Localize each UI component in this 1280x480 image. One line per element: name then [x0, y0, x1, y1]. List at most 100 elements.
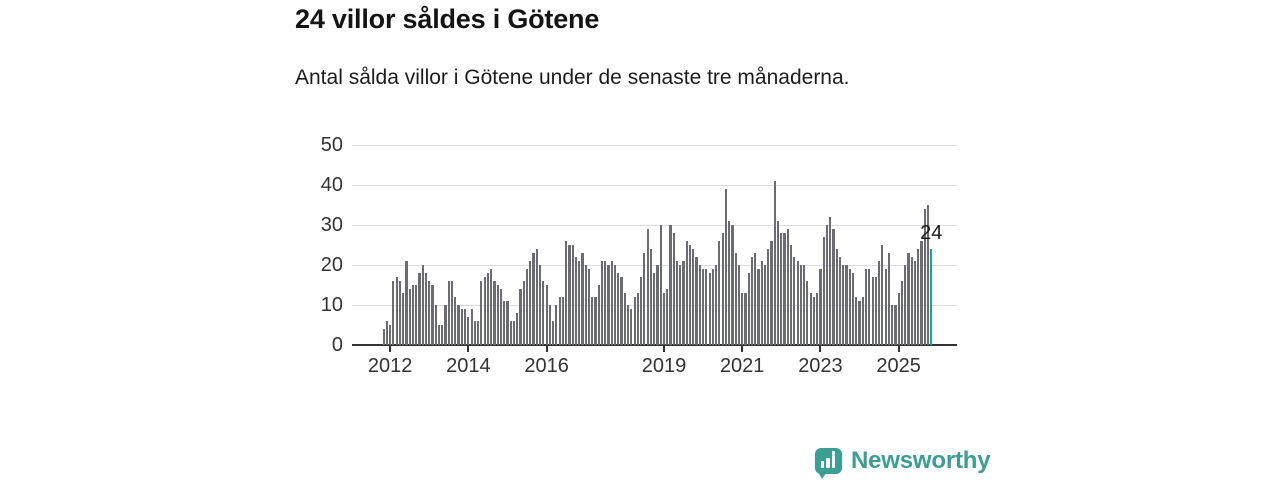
bar [731, 225, 734, 345]
bar [666, 289, 669, 345]
x-axis-tick [741, 346, 744, 352]
bar [848, 269, 851, 345]
bar [516, 313, 519, 345]
bar [473, 321, 476, 345]
bar [633, 297, 636, 345]
x-axis-tick [389, 346, 392, 352]
bar [600, 261, 604, 345]
bar [649, 249, 652, 345]
y-axis-tick-label: 40 [320, 174, 343, 196]
x-axis-tick-label: 2014 [446, 355, 491, 377]
bar [715, 265, 718, 345]
bar [757, 269, 760, 345]
bar [926, 205, 930, 345]
bar [483, 277, 486, 345]
bar [493, 281, 496, 345]
bar [773, 181, 776, 345]
bar [441, 325, 444, 345]
bar [578, 261, 581, 345]
bar [803, 265, 806, 345]
bar [851, 273, 855, 345]
bar [613, 265, 617, 345]
bar [705, 269, 708, 345]
bar [418, 273, 421, 345]
bar [640, 277, 643, 345]
bar [424, 273, 428, 345]
bar [464, 309, 467, 345]
bar [845, 265, 848, 345]
bar [535, 249, 538, 345]
bar [780, 233, 783, 345]
x-axis-tick-label: 2019 [641, 355, 687, 377]
gridline [352, 224, 957, 226]
bar [744, 293, 747, 345]
bar-chart-plot-area: 0 10 20 30 40 50 2012 2014 2016 2019 2021 2023 2025 2… [321, 134, 957, 377]
bar [627, 305, 630, 345]
bar [734, 253, 737, 345]
highlighted-bar [930, 249, 933, 345]
bar [923, 209, 926, 345]
bar [597, 285, 600, 345]
bar [529, 261, 532, 345]
logo-bar-icon [820, 461, 824, 468]
logo-bar-icon [831, 455, 835, 468]
bar [552, 321, 555, 345]
bar [574, 257, 578, 345]
y-axis-tick-label: 30 [320, 214, 343, 236]
bar [415, 285, 418, 345]
bar [499, 289, 503, 345]
bar [868, 269, 871, 345]
bar [897, 293, 900, 345]
bar [454, 297, 457, 345]
bar [767, 249, 770, 345]
newsworthy-speech-bubble-chart-icon [815, 448, 842, 479]
y-axis-tick-label: 50 [320, 134, 343, 156]
bar [760, 261, 763, 345]
bar [891, 305, 894, 345]
bar [685, 241, 688, 345]
x-axis-line [352, 344, 957, 346]
bar [402, 293, 405, 345]
bar [806, 281, 809, 345]
newsworthy-wordmark: Newsworthy [851, 447, 991, 474]
bar [855, 297, 858, 345]
x-axis-tick-label: 2012 [367, 355, 413, 377]
bar [809, 293, 812, 345]
bar [910, 257, 913, 345]
bar [385, 321, 388, 345]
bar [864, 269, 868, 345]
bar [519, 289, 522, 345]
x-axis-tick [897, 346, 900, 352]
bar [467, 317, 470, 345]
x-axis-tick [662, 346, 665, 352]
bar [750, 257, 754, 345]
gridline [352, 184, 957, 186]
bar [653, 273, 656, 345]
bar [812, 297, 815, 345]
bar [786, 229, 789, 345]
bar [431, 285, 434, 345]
bar [871, 277, 874, 345]
bar [437, 325, 441, 345]
bar [874, 277, 877, 345]
bar [701, 269, 705, 345]
bar [825, 225, 829, 345]
bar [754, 253, 757, 345]
bar [480, 281, 483, 345]
bar [822, 237, 825, 345]
bar [555, 305, 558, 345]
bar [741, 293, 744, 345]
y-axis-tick-label: 20 [320, 254, 343, 276]
bar [783, 233, 786, 345]
bar [662, 293, 666, 345]
bar [904, 265, 907, 345]
bar [721, 233, 724, 345]
bar [659, 225, 662, 345]
bar [525, 269, 529, 345]
bar [695, 257, 698, 345]
x-axis-tick-label: 2016 [524, 355, 569, 377]
bar [561, 297, 564, 345]
bar [708, 273, 711, 345]
bar [587, 269, 591, 345]
